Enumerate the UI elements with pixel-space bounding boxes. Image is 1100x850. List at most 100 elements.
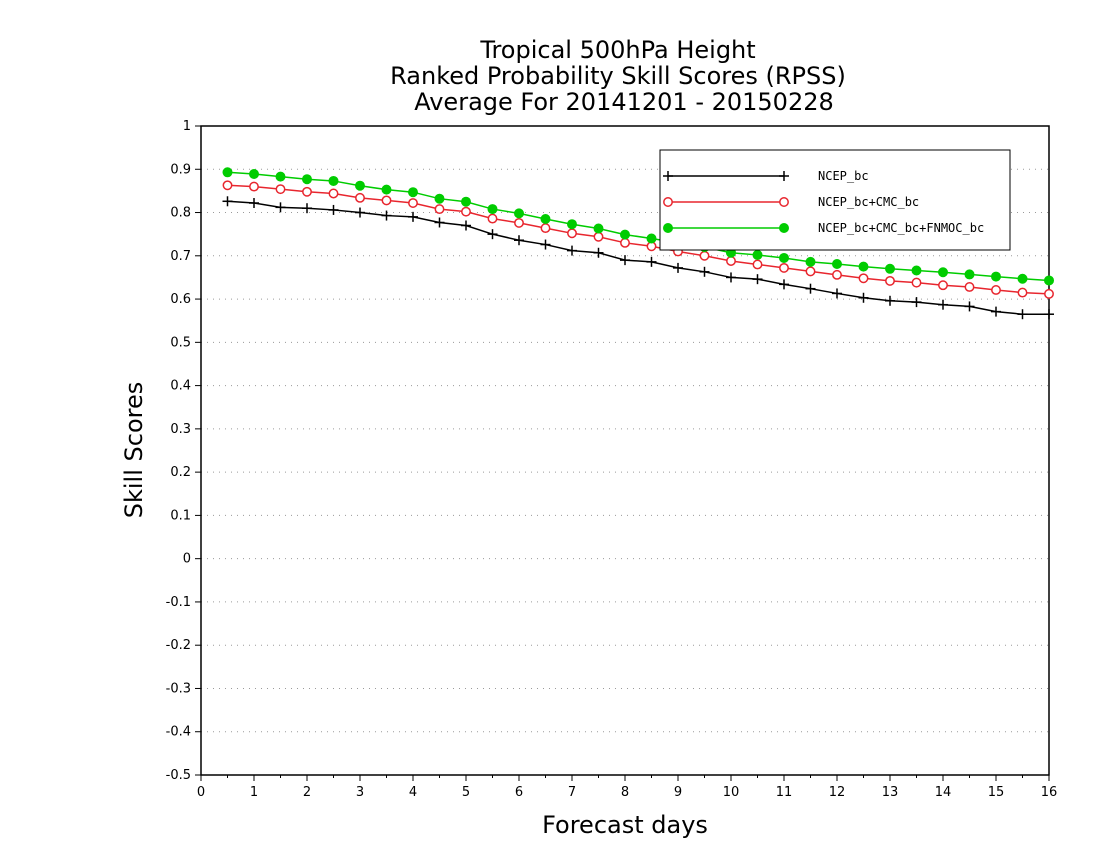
data-point	[275, 184, 286, 195]
data-point	[540, 223, 551, 234]
x-tick-label: 15	[988, 785, 1005, 800]
data-point	[620, 255, 630, 266]
legend: NCEP_bc NCEP_bc+CMC_bc NCEP_bc+CMC_bc+FNMO…	[659, 149, 1011, 251]
x-tick-label: 11	[776, 785, 793, 800]
x-tick-label: 6	[515, 785, 523, 800]
data-point	[620, 237, 630, 248]
x-tick-label: 13	[882, 785, 899, 800]
data-point	[858, 261, 869, 272]
data-point	[885, 275, 895, 286]
data-point	[487, 229, 498, 240]
data-point	[355, 207, 365, 218]
data-point	[540, 214, 551, 225]
y-tick-label: 1	[183, 119, 191, 134]
x-tick-label: 1	[250, 785, 258, 800]
data-point	[779, 279, 789, 290]
y-tick-label: -0.1	[166, 595, 191, 610]
data-point	[673, 262, 683, 273]
data-point	[567, 219, 577, 230]
data-point	[540, 239, 551, 250]
data-point	[222, 167, 233, 178]
data-point	[461, 220, 471, 231]
data-point	[514, 217, 524, 228]
x-tick-label: 5	[462, 785, 470, 800]
data-point	[805, 256, 816, 267]
data-point	[805, 266, 816, 277]
data-point	[991, 271, 1001, 282]
y-tick-label: -0.4	[166, 725, 191, 740]
data-point	[434, 217, 445, 228]
y-axis-title: Skill Scores	[120, 382, 148, 519]
legend-label: NCEP_bc	[818, 169, 869, 183]
x-axis-title: Forecast days	[542, 811, 708, 839]
data-point	[620, 229, 630, 240]
data-point	[222, 180, 233, 191]
data-point	[355, 192, 365, 203]
data-point	[991, 306, 1001, 317]
chart-title-line-2: Ranked Probability Skill Scores (RPSS)	[390, 62, 846, 90]
y-tick-label: 0	[183, 552, 191, 567]
y-tick-label: 0.4	[170, 379, 191, 394]
data-point	[858, 273, 869, 284]
data-point	[249, 169, 259, 180]
x-tick-label: 3	[356, 785, 364, 800]
x-tick-label: 9	[674, 785, 682, 800]
y-tick-label: 0.7	[170, 249, 191, 264]
axes: -0.5 -0.4 -0.3 -0.2 -0.1 0 0.1 0.2 0.3 0.4 0.5 0.6 0…	[166, 119, 1058, 800]
data-point	[1044, 309, 1054, 320]
data-point	[514, 235, 524, 246]
data-series	[222, 167, 1054, 320]
data-point	[434, 193, 445, 204]
data-point	[408, 198, 418, 208]
data-point	[328, 188, 339, 199]
data-point	[646, 233, 657, 244]
legend-box	[659, 149, 1011, 251]
data-point	[964, 301, 975, 312]
data-point	[752, 274, 763, 285]
data-point	[699, 266, 710, 277]
y-tick-label: 0.6	[170, 292, 191, 307]
y-tick-label: -0.3	[166, 681, 191, 696]
data-point	[1017, 309, 1028, 320]
data-point	[938, 280, 948, 291]
data-point	[593, 231, 604, 242]
data-point	[328, 175, 339, 186]
data-point	[805, 283, 816, 294]
data-point	[938, 299, 948, 310]
data-point	[487, 213, 498, 224]
data-point	[593, 223, 604, 234]
data-point	[514, 208, 524, 219]
data-point	[434, 204, 445, 215]
data-point	[567, 228, 577, 239]
data-point	[487, 204, 498, 215]
data-point	[911, 265, 922, 276]
data-point	[1017, 273, 1028, 284]
data-point	[858, 292, 869, 303]
data-point	[726, 272, 736, 283]
data-point	[567, 245, 577, 256]
data-point	[1044, 275, 1054, 286]
x-tick-label: 8	[621, 785, 629, 800]
data-point	[991, 285, 1001, 295]
data-point	[302, 174, 312, 185]
data-point	[408, 211, 418, 222]
chart-title-line-3: Average For 20141201 - 20150228	[414, 88, 834, 116]
x-tick-label: 10	[723, 785, 740, 800]
legend-label: NCEP_bc+CMC_bc	[818, 195, 919, 209]
data-point	[911, 277, 922, 288]
legend-label: NCEP_bc+CMC_bc+FNMOC_bc	[818, 221, 984, 235]
data-point	[275, 202, 286, 213]
data-point	[964, 282, 975, 292]
data-point	[1017, 287, 1028, 298]
data-point	[938, 267, 948, 278]
x-tick-label: 2	[303, 785, 311, 800]
x-tick-label: 12	[829, 785, 846, 800]
data-point	[832, 288, 842, 299]
y-tick-label: 0.5	[170, 335, 191, 350]
y-tick-label: 0.1	[170, 508, 191, 523]
data-point	[249, 181, 259, 192]
y-tick-label: 0.9	[170, 162, 191, 177]
data-point	[249, 198, 259, 209]
